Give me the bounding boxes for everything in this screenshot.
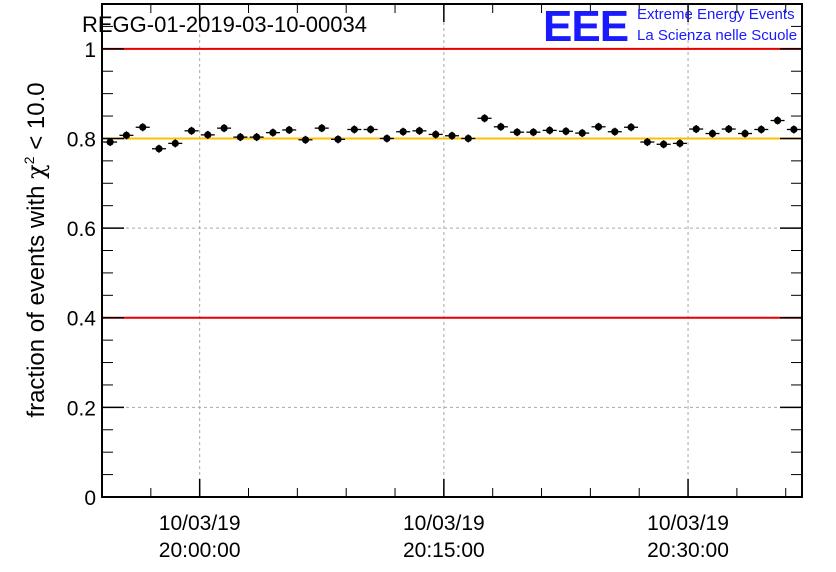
data-point (725, 125, 733, 133)
y-tick-label: 0 (84, 487, 96, 510)
data-point (301, 136, 310, 144)
plot-frame (101, 3, 803, 498)
data-point (269, 129, 277, 137)
y-axis-label-chi: χ (22, 164, 50, 179)
data-point (513, 128, 521, 136)
data-point (757, 125, 765, 134)
data-point (383, 134, 391, 143)
y-axis-label-prefix: fraction of events with (23, 179, 50, 418)
data-point (708, 129, 717, 138)
data-point (627, 123, 635, 131)
chart-title: REGG-01-2019-03-10-00034 (82, 12, 367, 37)
data-point (139, 123, 147, 131)
reference-lines (102, 47, 802, 319)
y-tick-label: 1 (84, 39, 96, 62)
data-point (529, 128, 537, 136)
data-point (122, 131, 131, 139)
data-point (415, 127, 424, 135)
grid (102, 4, 802, 497)
data-point (187, 127, 196, 135)
y-tick-label: 0.8 (67, 128, 96, 151)
x-tick-date-label: 10/03/19 (403, 512, 485, 535)
data-point (334, 135, 342, 143)
x-tick-time-label: 20:30:00 (647, 539, 729, 562)
data-point (594, 123, 603, 131)
axis-tick-labels: 0 0.2 0.4 0.6 0.8 1 10/03/19 20:00:00 10/03/19 20… (67, 39, 729, 562)
data-point (432, 130, 440, 139)
data-point (285, 126, 293, 134)
data-point (676, 139, 684, 147)
data-points (103, 114, 801, 153)
data-point (611, 128, 619, 136)
y-tick-label: 0.2 (67, 397, 96, 420)
data-point (660, 140, 668, 148)
data-point (643, 138, 651, 146)
eee-logo: EEE (543, 2, 628, 51)
data-point (171, 139, 179, 147)
data-point (562, 127, 570, 135)
logo-line-1: Extreme Energy Events (637, 6, 795, 23)
data-point (546, 126, 554, 134)
data-point (464, 134, 472, 143)
y-tick-label: 0.6 (67, 218, 96, 241)
data-point (367, 125, 375, 134)
y-tick-label: 0.4 (67, 308, 97, 331)
data-point (448, 132, 456, 140)
logo-line-2: La Scienza nelle Scuole (637, 27, 797, 44)
data-point (578, 129, 586, 137)
data-point (790, 125, 798, 134)
x-tick-time-label: 20:15:00 (403, 539, 485, 562)
data-point (399, 128, 407, 136)
data-point (155, 145, 163, 153)
y-axis-label: fraction of events with χ2 < 10.0 (21, 82, 50, 417)
axis-ticks (101, 4, 802, 498)
data-point (480, 114, 489, 122)
data-point (773, 116, 782, 125)
y-axis-label-sup: 2 (21, 156, 37, 164)
data-point (741, 129, 749, 138)
data-point (106, 138, 114, 146)
y-axis-label-suffix: < 10.0 (23, 82, 50, 156)
data-point (318, 124, 326, 132)
data-point (350, 125, 358, 134)
data-point (253, 133, 261, 141)
data-point (497, 123, 505, 131)
x-tick-date-label: 10/03/19 (159, 512, 241, 535)
x-tick-date-label: 10/03/19 (647, 512, 729, 535)
x-tick-time-label: 20:00:00 (159, 539, 241, 562)
data-point (692, 125, 700, 133)
data-point (236, 133, 244, 141)
data-point (220, 124, 228, 132)
data-point (204, 131, 212, 139)
